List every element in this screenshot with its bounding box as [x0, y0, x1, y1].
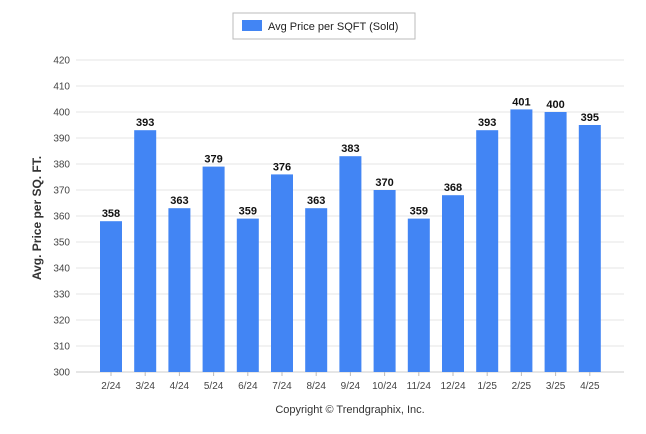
bar-value-label: 363	[307, 195, 325, 207]
x-tick-label: 4/25	[580, 381, 600, 392]
bar-value-label: 359	[410, 206, 428, 218]
x-tick-label: 12/24	[440, 381, 465, 392]
bar	[544, 112, 567, 372]
x-tick-label: 10/24	[372, 381, 397, 392]
x-tick-label: 11/24	[407, 381, 432, 392]
x-tick-label: 4/24	[170, 381, 190, 392]
y-tick-label: 340	[53, 264, 70, 275]
x-tick-label: 6/24	[238, 381, 258, 392]
x-tick-label: 3/25	[546, 381, 566, 392]
y-tick-label: 350	[53, 238, 70, 249]
bar-value-label: 368	[444, 182, 462, 194]
copyright-footer: Copyright © Trendgraphix, Inc.	[275, 404, 424, 416]
bar	[476, 130, 499, 372]
gridlines	[76, 59, 624, 347]
x-tick-label: 2/24	[101, 381, 121, 392]
x-tick-label: 2/25	[512, 381, 532, 392]
y-tick-label: 400	[53, 108, 70, 119]
y-tick-label: 360	[53, 212, 70, 223]
bar-value-label: 363	[170, 195, 188, 207]
bar	[236, 218, 259, 372]
y-tick-label: 320	[53, 316, 70, 327]
x-tick-label: 1/25	[477, 381, 497, 392]
y-tick-label: 310	[53, 342, 70, 353]
bar	[168, 208, 191, 372]
y-axis-label: Avg. Price per SQ. FT.	[30, 156, 44, 280]
bar-value-label: 383	[341, 143, 359, 155]
bar	[442, 195, 464, 372]
bar-value-label: 379	[204, 154, 222, 166]
bar-value-label: 393	[478, 117, 496, 129]
bar-value-label: 393	[136, 117, 154, 129]
bar	[202, 166, 225, 372]
y-tick-label: 300	[53, 368, 70, 379]
x-tick-label: 7/24	[272, 381, 292, 392]
x-tick-label: 9/24	[341, 381, 361, 392]
bar-value-label: 358	[102, 208, 120, 220]
bar-value-label: 400	[546, 99, 564, 111]
y-axis-ticks: 300 310 320 330 340 350 360 370 380 390 400 410 420	[53, 56, 70, 379]
legend: Avg Price per SQFT (Sold)	[232, 12, 416, 40]
legend-box	[232, 12, 416, 40]
y-tick-label: 380	[53, 160, 70, 171]
x-tick-label: 3/24	[135, 381, 155, 392]
y-tick-label: 390	[53, 134, 70, 145]
bar-value-label: 376	[273, 161, 291, 173]
bar	[271, 174, 293, 372]
x-tick-label: 8/24	[306, 381, 326, 392]
bar-value-label: 370	[375, 177, 393, 189]
bars: 358 393 363 379 359 376 363 383 370 359 368 393 401 4…	[100, 96, 601, 373]
bar	[100, 221, 122, 372]
bar	[305, 208, 328, 372]
x-tick-label: 5/24	[204, 381, 224, 392]
bar	[510, 109, 533, 373]
bar-value-label: 395	[581, 112, 599, 124]
bar	[373, 190, 396, 372]
y-tick-label: 420	[53, 56, 70, 67]
bar	[407, 218, 430, 372]
bar	[339, 156, 362, 372]
y-tick-label: 370	[53, 186, 70, 197]
x-axis-ticks: 2/24 3/24 4/24 5/24 6/24 7/24 8/24 9/24 10/24 11/…	[101, 372, 600, 392]
bar-value-label: 359	[239, 206, 257, 218]
bar-value-label: 401	[512, 96, 530, 108]
y-tick-label: 410	[53, 82, 70, 93]
bar	[134, 130, 157, 372]
legend-entry: Avg Price per SQFT (Sold)	[268, 21, 398, 33]
bar	[578, 125, 601, 372]
y-tick-label: 330	[53, 290, 70, 301]
legend-swatch	[242, 20, 262, 31]
